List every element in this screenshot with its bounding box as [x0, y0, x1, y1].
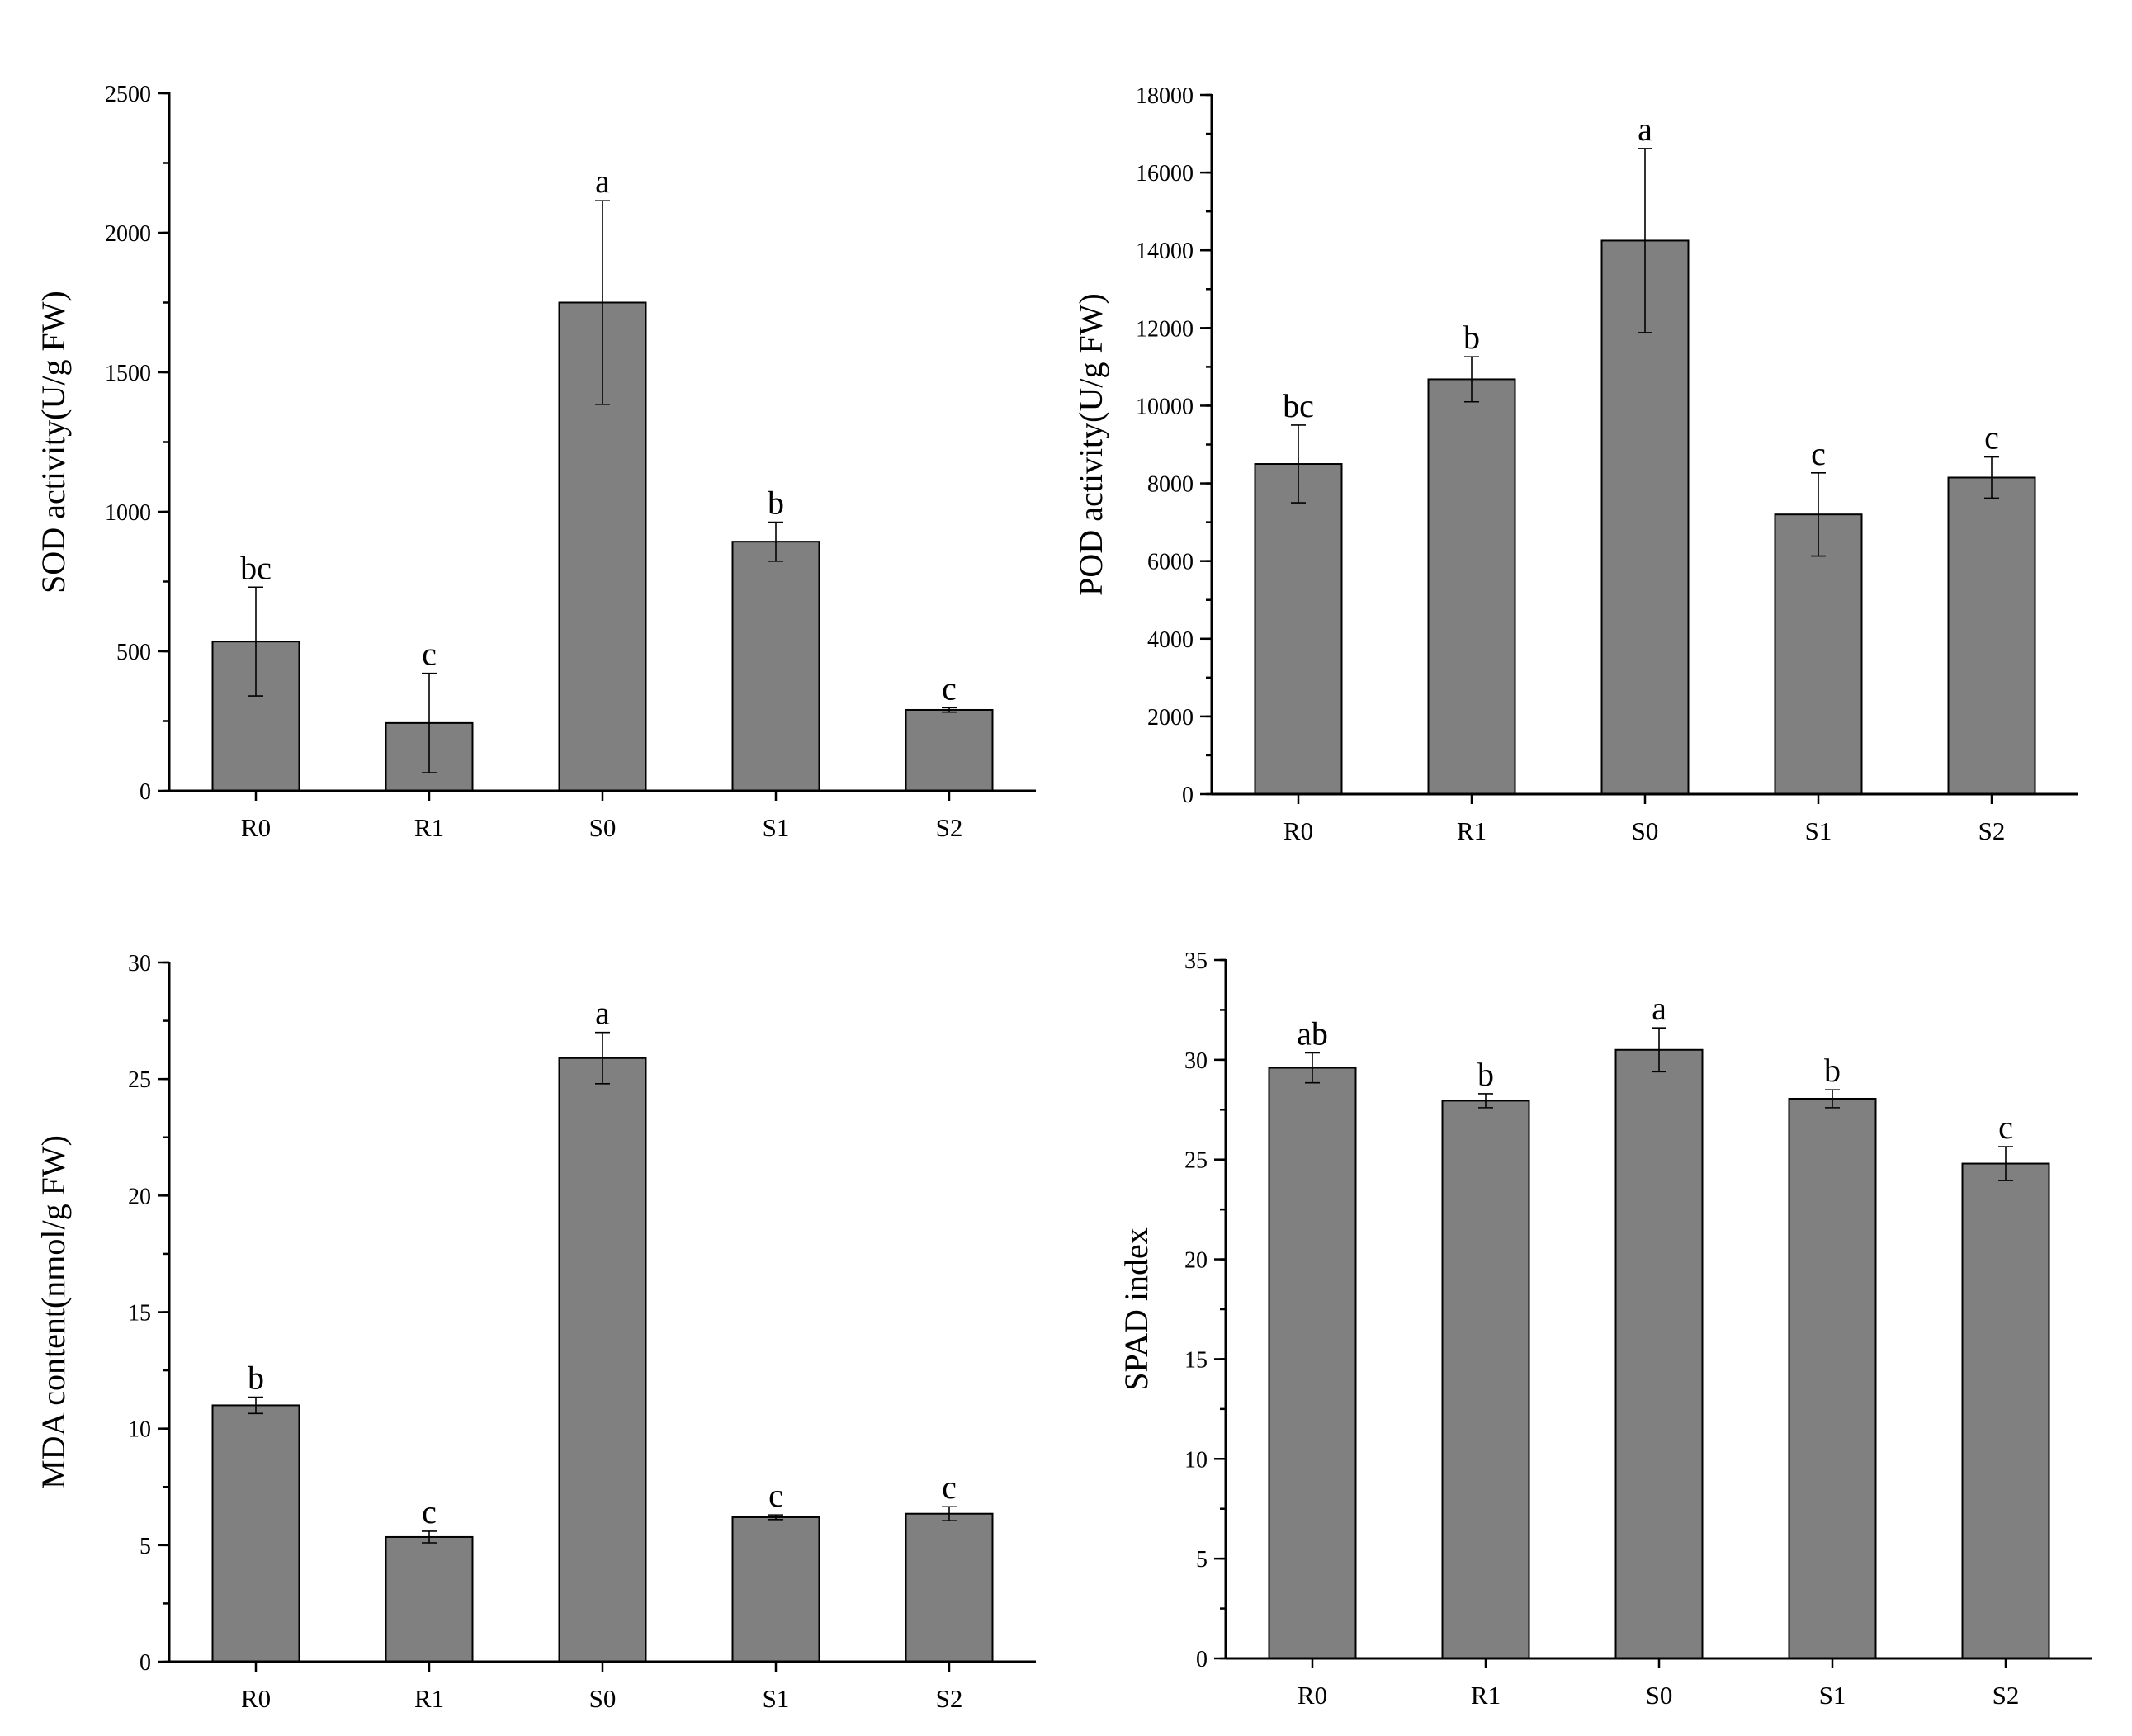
- y-tick-label: 14000: [1136, 239, 1194, 264]
- significance-label: c: [1984, 419, 1999, 456]
- x-tick-label: R1: [414, 813, 444, 842]
- bar-R0: [1268, 1067, 1357, 1660]
- y-tick-label: 0: [139, 779, 151, 805]
- x-tick-label: S0: [589, 1684, 617, 1713]
- y-tick-label: 10: [128, 1417, 151, 1443]
- significance-label: a: [1652, 990, 1666, 1027]
- y-axis-title: SPAD index: [1118, 1227, 1155, 1390]
- x-tick-label: S2: [936, 813, 963, 842]
- bar-R1: [1427, 378, 1516, 795]
- bar-R0: [211, 1404, 300, 1663]
- bar-S2: [1961, 1162, 2050, 1659]
- significance-label: b: [248, 1360, 264, 1397]
- y-tick-label: 1500: [105, 361, 151, 386]
- x-tick-label: R1: [414, 1684, 444, 1713]
- panel-sod-activity: bc R0 c R1 a S0 b S1 c S2 0 500 1000 1500 2000 2500 SOD …: [35, 82, 1036, 842]
- bar-S1: [1774, 513, 1863, 795]
- y-tick-label: 30: [128, 951, 151, 977]
- y-tick-label: 2000: [105, 221, 151, 247]
- y-tick-label: 4000: [1147, 627, 1194, 653]
- x-tick-label: R0: [1298, 1681, 1327, 1710]
- significance-label: bc: [240, 549, 272, 586]
- y-tick-label: 2000: [1147, 705, 1194, 731]
- significance-label: a: [595, 163, 610, 200]
- y-tick-label: 5: [1196, 1547, 1208, 1573]
- significance-label: a: [595, 995, 610, 1032]
- x-tick-label: S0: [589, 813, 617, 842]
- y-tick-label: 10000: [1136, 394, 1194, 419]
- y-tick-label: 500: [116, 640, 151, 665]
- bar-S1: [1788, 1097, 1877, 1659]
- y-tick-label: 0: [1182, 783, 1194, 808]
- x-tick-label: R1: [1457, 816, 1487, 845]
- significance-label: c: [942, 669, 957, 707]
- significance-label: b: [768, 485, 784, 522]
- y-tick-label: 0: [139, 1650, 151, 1676]
- x-tick-label: R0: [241, 1684, 271, 1713]
- significance-label: c: [422, 1493, 437, 1530]
- x-tick-label: R1: [1471, 1681, 1501, 1710]
- y-axis-title: MDA content(nmol/g FW): [35, 1135, 72, 1489]
- panel-pod-activity: bc R0 b R1 a S0 c S1 c S2 0 2000 4000 6000 8000 10000 12…: [1072, 83, 2078, 845]
- y-tick-label: 20: [128, 1184, 151, 1209]
- panel-mda-content: b R0 c R1 a S0 c S1 c S2 0 5 10 15 20 25 30 MDA content(n…: [35, 951, 1036, 1713]
- x-tick-label: S2: [936, 1684, 963, 1713]
- x-tick-label: S0: [1632, 816, 1659, 845]
- significance-label: c: [1998, 1109, 2013, 1146]
- bar-S0: [1614, 1048, 1704, 1660]
- bar-S2: [905, 708, 994, 792]
- bar-R1: [385, 1535, 474, 1663]
- y-tick-label: 25: [128, 1067, 151, 1093]
- bar-R1: [1441, 1100, 1530, 1659]
- significance-label: a: [1638, 111, 1652, 148]
- x-tick-label: S1: [763, 1684, 790, 1713]
- y-tick-label: 1000: [105, 500, 151, 526]
- bar-S1: [731, 541, 820, 792]
- x-tick-label: S1: [1819, 1681, 1846, 1710]
- panel-spad-index: ab R0 b R1 a S0 b S1 c S2 0 5 10 15 20 25 30 35 SPAD index: [1118, 948, 2092, 1710]
- significance-label: b: [1463, 319, 1480, 356]
- y-tick-label: 8000: [1147, 472, 1194, 498]
- x-tick-label: S2: [1978, 816, 2006, 845]
- y-tick-label: 15: [1184, 1347, 1208, 1373]
- significance-label: bc: [1283, 387, 1314, 424]
- y-axis-title: SOD activity(U/g FW): [35, 291, 72, 594]
- significance-label: b: [1477, 1056, 1494, 1093]
- bar-R0: [1254, 463, 1343, 795]
- significance-label: b: [1824, 1052, 1841, 1089]
- y-tick-label: 25: [1184, 1148, 1208, 1174]
- y-tick-label: 0: [1196, 1647, 1208, 1672]
- x-tick-label: S1: [1805, 816, 1832, 845]
- y-tick-label: 30: [1184, 1048, 1208, 1074]
- significance-label: c: [1811, 435, 1826, 472]
- y-tick-label: 5: [139, 1534, 151, 1559]
- x-tick-label: S0: [1646, 1681, 1673, 1710]
- y-tick-label: 6000: [1147, 550, 1194, 575]
- y-tick-label: 20: [1184, 1248, 1208, 1274]
- y-tick-label: 16000: [1136, 161, 1194, 187]
- y-tick-label: 18000: [1136, 83, 1194, 109]
- bar-S0: [558, 1057, 647, 1663]
- x-tick-label: R0: [241, 813, 271, 842]
- significance-label: c: [942, 1469, 957, 1506]
- bar-S2: [905, 1512, 994, 1663]
- y-tick-label: 35: [1184, 948, 1208, 974]
- y-tick-label: 10: [1184, 1447, 1208, 1473]
- x-tick-label: S1: [763, 813, 790, 842]
- x-tick-label: R0: [1283, 816, 1313, 845]
- y-tick-label: 12000: [1136, 316, 1194, 342]
- bar-S2: [1947, 476, 2036, 795]
- significance-label: c: [768, 1477, 783, 1514]
- x-tick-label: S2: [1993, 1681, 2020, 1710]
- significance-label: c: [422, 636, 437, 673]
- y-tick-label: 2500: [105, 82, 151, 107]
- bar-S1: [731, 1516, 820, 1663]
- y-tick-label: 15: [128, 1301, 151, 1327]
- y-axis-title: POD activity(U/g FW): [1072, 293, 1109, 596]
- significance-label: ab: [1297, 1015, 1328, 1052]
